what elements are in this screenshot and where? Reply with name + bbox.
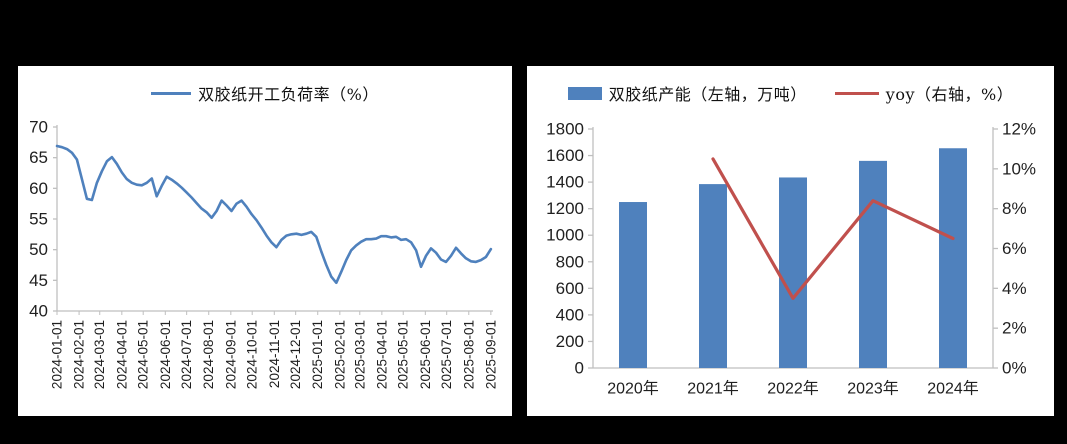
- y-tick-label: 55: [29, 210, 48, 229]
- right-y-tick-label: 2%: [1002, 319, 1027, 338]
- y-tick-label: 40: [29, 302, 48, 321]
- capacity-bar: [779, 177, 807, 368]
- capacity-yoy-combo-chart: 0 200 400 600 800 1000 1200 1400 1600 1800 0% 2% 4% 6…: [546, 120, 1036, 398]
- right-y-tick-label: 0%: [1002, 359, 1027, 378]
- x-tick-label: 2025-08-01: [461, 320, 476, 389]
- x-tick-label: 2025-06-01: [418, 320, 433, 389]
- left-y-tick-label: 800: [556, 252, 584, 271]
- legend-label-capacity: 双胶纸产能（左轴，万吨）: [608, 85, 807, 104]
- left-y-tick-label: 600: [556, 279, 584, 298]
- left-y-tick-label: 1800: [546, 120, 584, 139]
- x-tick-label: 2024-08-01: [201, 320, 216, 389]
- left-y-tick-label: 1600: [546, 146, 584, 165]
- capacity-yoy-legend: 双胶纸产能（左轴，万吨） yoy（右轴，%）: [527, 81, 1054, 105]
- category-label: 2024年: [927, 380, 979, 398]
- x-tick-label: 2024-04-01: [114, 320, 129, 389]
- capacity-bar: [939, 148, 967, 368]
- x-tick-label: 2024-06-01: [158, 320, 173, 389]
- left-y-tick-label: 1000: [546, 226, 584, 245]
- blue-line-swatch-icon: [151, 91, 192, 95]
- category-label: 2023年: [847, 380, 899, 398]
- legend-label-operating-load: 双胶纸开工负荷率（%）: [198, 85, 379, 104]
- right-y-tick-label: 8%: [1002, 199, 1027, 218]
- x-tick-label: 2025-01-01: [310, 320, 325, 389]
- right-y-tick-label: 4%: [1002, 279, 1027, 298]
- category-label: 2020年: [607, 380, 659, 398]
- x-tick-label: 2024-07-01: [179, 320, 194, 389]
- left-y-tick-label: 400: [556, 305, 584, 324]
- y-tick-label: 70: [29, 118, 48, 137]
- left-y-tick-label: 1200: [546, 199, 584, 218]
- x-tick-label: 2024-01-01: [50, 320, 65, 389]
- left-y-tick-label: 1400: [546, 173, 584, 192]
- capacity-bar: [859, 160, 887, 368]
- right-y-tick-label: 10%: [1002, 159, 1036, 178]
- capacity-bar: [619, 202, 647, 368]
- x-tick-label: 2024-02-01: [72, 320, 87, 389]
- x-tick-label: 2024-09-01: [223, 320, 238, 389]
- blue-bar-swatch-icon: [567, 86, 602, 100]
- right-y-tick-label: 12%: [1002, 120, 1036, 139]
- y-tick-label: 65: [29, 148, 48, 167]
- yoy-line: [711, 157, 955, 300]
- operating-load-line: [55, 144, 493, 285]
- category-label: 2022年: [767, 380, 819, 398]
- legend-item-yoy: yoy（右轴，%）: [834, 81, 1014, 105]
- x-tick-label: 2025-02-01: [332, 320, 347, 389]
- category-label: 2021年: [687, 380, 739, 398]
- operating-load-legend: 双胶纸开工负荷率（%）: [18, 81, 512, 105]
- x-tick-label: 2024-12-01: [288, 320, 303, 389]
- left-y-tick-label: 0: [575, 359, 584, 378]
- y-tick-label: 50: [29, 240, 48, 259]
- x-tick-label: 2025-03-01: [352, 320, 367, 389]
- x-tick-label: 2025-04-01: [374, 320, 389, 389]
- capacity-yoy-chart-panel: 双胶纸产能（左轴，万吨） yoy（右轴，%） 0 200 400 600 800 1000…: [527, 66, 1054, 416]
- x-tick-label: 2024-11-01: [267, 320, 282, 388]
- left-y-tick-label: 200: [556, 332, 584, 351]
- y-tick-label: 45: [29, 271, 48, 290]
- x-tick-label: 2025-05-01: [396, 320, 411, 389]
- x-tick-label: 2024-03-01: [92, 320, 107, 389]
- capacity-bar: [699, 184, 727, 368]
- x-tick-label: 2024-05-01: [136, 320, 151, 389]
- legend-item-capacity: 双胶纸产能（左轴，万吨）: [567, 81, 807, 105]
- x-tick-label: 2025-09-01: [483, 320, 498, 389]
- red-line-swatch-icon: [834, 91, 879, 95]
- y-tick-label: 60: [29, 179, 48, 198]
- x-tick-label: 2025-07-01: [439, 320, 454, 389]
- x-tick-label: 2024-10-01: [245, 320, 260, 389]
- operating-load-chart-panel: 双胶纸开工负荷率（%） 70 65 60 55 50 45 40 2024-01-01 2024…: [18, 66, 512, 416]
- legend-label-yoy: yoy（右轴，%）: [885, 85, 1014, 104]
- legend-item-operating-load: 双胶纸开工负荷率（%）: [151, 81, 379, 105]
- right-y-tick-label: 6%: [1002, 239, 1027, 258]
